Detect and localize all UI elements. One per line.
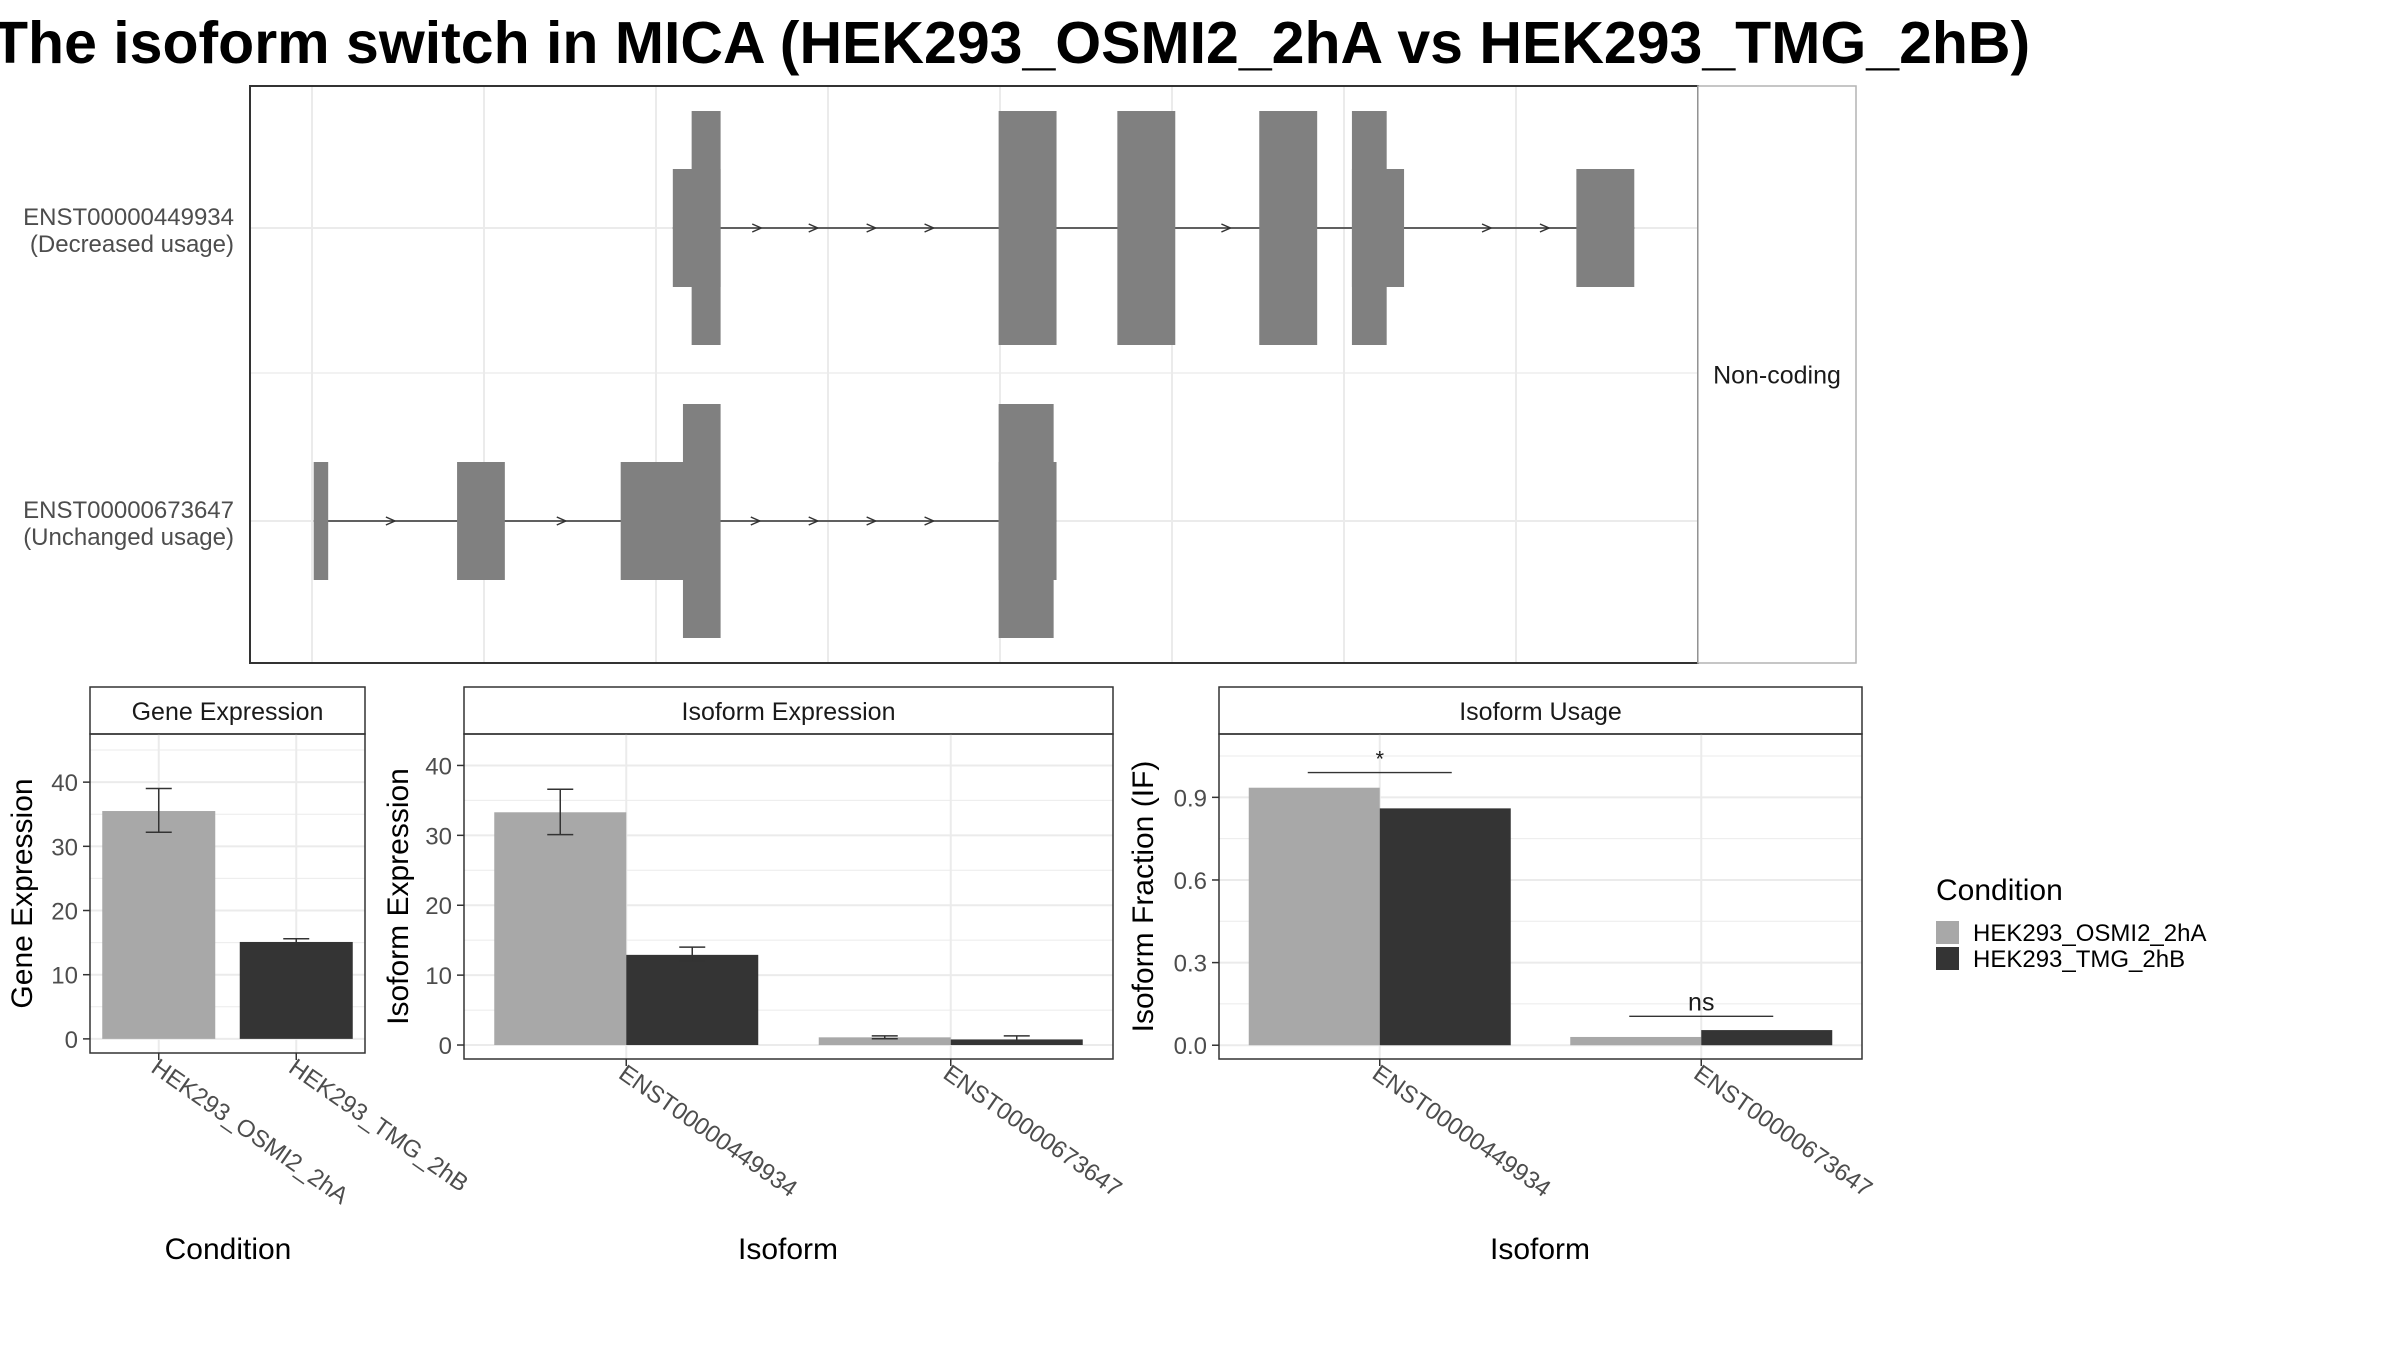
y-tick-label: 20 [51, 899, 78, 926]
panel-strip-title: Isoform Expression [682, 698, 896, 726]
x-tick-label: ENST00000449934 [1367, 1060, 1555, 1203]
legend-title: Condition [1936, 874, 2063, 907]
bar [818, 1037, 951, 1046]
panel-strip [463, 686, 1114, 735]
figure-title: The isoform switch in MICA (HEK293_OSMI2… [0, 10, 2031, 76]
transcript-id-label: ENST00000449934 [23, 204, 234, 231]
y-tick-label: 0 [439, 1033, 452, 1060]
y-tick-label: 0.3 [1174, 951, 1207, 978]
y-tick-label: 30 [51, 834, 78, 861]
y-tick-label: 10 [425, 963, 452, 990]
y-tick-label: 40 [51, 770, 78, 797]
direction-arrow [556, 516, 568, 526]
exon-thick [1259, 111, 1318, 345]
y-tick-label: 0.6 [1174, 868, 1207, 895]
y-tick-label: 20 [425, 893, 452, 920]
exon-thick [1117, 111, 1176, 345]
x-axis-title: Isoform [738, 1233, 838, 1266]
bar [1701, 1030, 1833, 1046]
panel-border [89, 733, 366, 1054]
bar [1248, 787, 1380, 1046]
direction-arrow [751, 223, 764, 233]
direction-arrow [1481, 223, 1493, 233]
direction-arrow [750, 516, 762, 526]
y-axis-title: Isoform Fraction (IF) [1127, 761, 1160, 1033]
y-tick-label: 0.9 [1174, 785, 1207, 812]
bar [494, 812, 627, 1046]
y-axis-title: Gene Expression [6, 778, 39, 1008]
exon-thin [620, 462, 692, 580]
legend-swatch [1936, 947, 1959, 970]
y-tick-label: 10 [51, 963, 78, 990]
legend-swatch [1936, 921, 1959, 944]
direction-arrow [866, 223, 878, 233]
significance-label: ns [1688, 988, 1714, 1016]
direction-arrow [1221, 223, 1233, 233]
bar [626, 954, 759, 1046]
direction-arrow [924, 516, 936, 526]
panel-strip-title: Isoform Usage [1459, 698, 1622, 726]
exon-thick [691, 111, 721, 345]
direction-arrow [924, 223, 936, 233]
direction-arrow [385, 516, 397, 526]
y-tick-label: 30 [425, 823, 452, 850]
isoform-usage-panel: Isoform Usage * ns 0.0 0.3 0.6 0.9 ENST00000449… [1127, 686, 1877, 1266]
panel-strip [89, 686, 366, 735]
transcript-usage-label: (Unchanged usage) [23, 524, 234, 551]
facet-strip [1697, 85, 1857, 664]
direction-arrow [866, 516, 878, 526]
significance-label: * [1375, 747, 1384, 772]
exon-thin [313, 462, 329, 580]
x-axis-title: Condition [165, 1233, 292, 1266]
exon-thin [457, 462, 505, 580]
exon-thin [998, 462, 1057, 580]
exon-thin [1351, 169, 1405, 287]
panel-border [1218, 733, 1863, 1060]
x-tick-label: ENST00000449934 [614, 1060, 802, 1203]
exon-thin [1576, 169, 1635, 287]
bar [1570, 1036, 1702, 1046]
transcript-usage-label: (Decreased usage) [30, 231, 234, 258]
transcript-id-label: ENST00000673647 [23, 497, 234, 524]
x-axis-title: Isoform [1490, 1233, 1590, 1266]
bar [1379, 808, 1511, 1046]
y-axis-title: Isoform Expression [382, 768, 415, 1025]
panel-strip-title: Gene Expression [132, 698, 324, 726]
bar [239, 941, 353, 1039]
exon-thick [682, 404, 721, 638]
panel-strip [1218, 686, 1863, 735]
direction-arrow [808, 516, 820, 526]
legend-label: HEK293_OSMI2_2hA [1973, 920, 2206, 947]
y-tick-label: 40 [425, 753, 452, 780]
x-tick-label: ENST00000673647 [938, 1060, 1126, 1203]
direction-arrow [808, 223, 820, 233]
y-tick-label: 0 [65, 1027, 78, 1054]
legend-label: HEK293_TMG_2hB [1973, 946, 2185, 973]
y-tick-label: 0.0 [1174, 1033, 1207, 1060]
panel-border [463, 733, 1114, 1060]
x-tick-label: ENST00000673647 [1689, 1060, 1877, 1203]
facet-label: Non-coding [1713, 362, 1841, 390]
direction-arrow [1539, 223, 1551, 233]
isoform-expression-panel: Isoform Expression 0 10 20 30 40 ENST000004499… [382, 686, 1127, 1266]
transcript-structure-panel: Non-coding ENST00000449934(Decreased usag… [23, 85, 1857, 664]
exon-thick [998, 111, 1057, 345]
bar [102, 811, 216, 1039]
